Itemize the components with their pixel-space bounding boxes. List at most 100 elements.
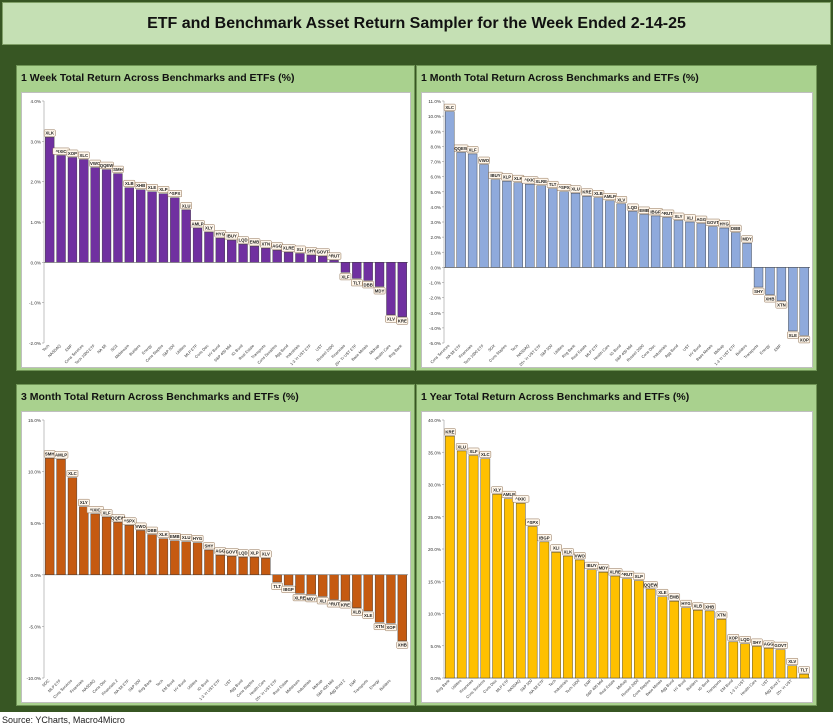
y-tick-label: 5.0% — [31, 521, 41, 526]
data-label-box — [180, 534, 192, 542]
bar — [708, 226, 718, 268]
data-label: XLF — [341, 274, 349, 279]
bar — [559, 191, 569, 268]
y-tick-label: -2.0% — [429, 296, 441, 301]
plot-year: 0.0% 5.0% 10.0% 15.0% 20.0% 25.0% 30.0% 35.0% 40… — [421, 411, 813, 703]
data-label: XLRE — [609, 569, 621, 574]
bar — [539, 541, 550, 679]
x-tick-label: HY Bond — [672, 678, 687, 693]
y-tick-label: -1.0% — [429, 281, 441, 286]
bar — [763, 648, 774, 679]
data-label-box — [581, 188, 593, 196]
data-label: LQD — [239, 238, 248, 243]
data-label: GOVT — [226, 550, 239, 555]
data-label: XLE — [148, 185, 156, 190]
data-label-box — [739, 636, 751, 644]
data-label-box — [479, 450, 492, 458]
bar — [170, 197, 180, 263]
data-label: XLK — [159, 532, 168, 537]
bar — [716, 619, 727, 679]
data-label-box — [525, 518, 540, 526]
y-tick-label: -3.0% — [429, 311, 441, 316]
chart-month: -5.0% -4.0% -3.0% -2.0% -1.0% 0.0% 1.0% 2.0% 3.0… — [428, 99, 811, 367]
data-label: XLI — [687, 215, 694, 220]
bar — [788, 267, 798, 332]
y-tick-label: 25.0% — [428, 515, 441, 520]
bar — [787, 665, 798, 679]
data-label: IBUY — [490, 173, 500, 178]
data-label: TLT — [549, 182, 557, 187]
y-tick-label: 30.0% — [428, 483, 441, 488]
bar — [147, 534, 157, 576]
data-label-box — [491, 486, 503, 494]
data-label-box — [260, 240, 272, 248]
data-label: EMB — [669, 595, 679, 600]
data-label-box — [169, 532, 181, 540]
bar — [742, 242, 752, 268]
data-label: XHB — [136, 183, 145, 188]
data-label-box — [727, 634, 740, 642]
data-label: QQEW — [454, 146, 469, 151]
x-tick-label: NASDAQ — [506, 678, 521, 693]
data-label-box — [191, 535, 204, 543]
bar — [628, 211, 638, 268]
data-label: SHY — [752, 640, 761, 645]
data-label: SHY — [754, 289, 763, 294]
bar — [639, 214, 649, 268]
data-label: ^RUT — [661, 211, 673, 216]
plot-threemonth: -10.0% -5.0% 0.0% 5.0% 10.0% 15.0% SMH AMLP XLC X… — [21, 411, 411, 703]
data-label: XLK — [45, 131, 54, 136]
data-label: XLC — [481, 452, 490, 457]
y-tick-label: -5.0% — [29, 624, 41, 629]
bar — [363, 574, 373, 612]
data-label: GOVT — [774, 643, 787, 648]
bar — [318, 256, 328, 263]
bar — [616, 203, 626, 268]
data-label: VWO — [479, 158, 490, 163]
bar — [79, 159, 89, 263]
bar — [775, 649, 786, 679]
data-label: MDY — [742, 237, 752, 242]
data-label: XOP — [386, 625, 395, 630]
data-label-box — [466, 146, 479, 154]
bar — [719, 227, 729, 268]
data-label: XLV — [788, 659, 796, 664]
bar — [329, 574, 339, 600]
y-tick-label: 10.0% — [428, 114, 441, 119]
x-tick-label: SOC — [41, 678, 51, 688]
bar — [799, 267, 809, 336]
data-label: GOVT — [707, 220, 720, 225]
bar — [261, 248, 271, 263]
bar — [147, 191, 157, 263]
data-label: SHY — [205, 543, 214, 548]
y-tick-label: 1.0% — [431, 250, 441, 255]
bar — [136, 530, 146, 576]
bar — [90, 513, 100, 576]
y-tick-label: 2.0% — [431, 235, 441, 240]
bar — [397, 262, 407, 317]
data-label: HYG — [720, 221, 730, 226]
bar — [685, 221, 695, 268]
data-label-box — [248, 549, 261, 557]
bar — [456, 450, 467, 679]
y-tick-label: 5.0% — [431, 644, 441, 649]
data-label-box — [122, 517, 137, 525]
y-tick-label: 0.0% — [431, 265, 441, 270]
data-label: XLU — [182, 203, 191, 208]
data-label: XLC — [445, 105, 454, 110]
data-label-box — [146, 184, 158, 191]
data-label-box — [134, 181, 147, 189]
data-label-box — [78, 151, 90, 159]
bar — [295, 253, 305, 263]
data-label-box — [643, 581, 658, 589]
data-label-box — [146, 526, 158, 534]
data-label: KRE — [582, 190, 591, 195]
data-label-box — [467, 447, 480, 455]
x-tick-label: Builders — [128, 343, 142, 357]
bar — [136, 189, 146, 263]
bar — [192, 542, 203, 575]
bar — [696, 223, 707, 268]
data-label-box — [157, 186, 170, 194]
data-label-box — [680, 599, 692, 607]
data-label-box — [123, 179, 136, 187]
